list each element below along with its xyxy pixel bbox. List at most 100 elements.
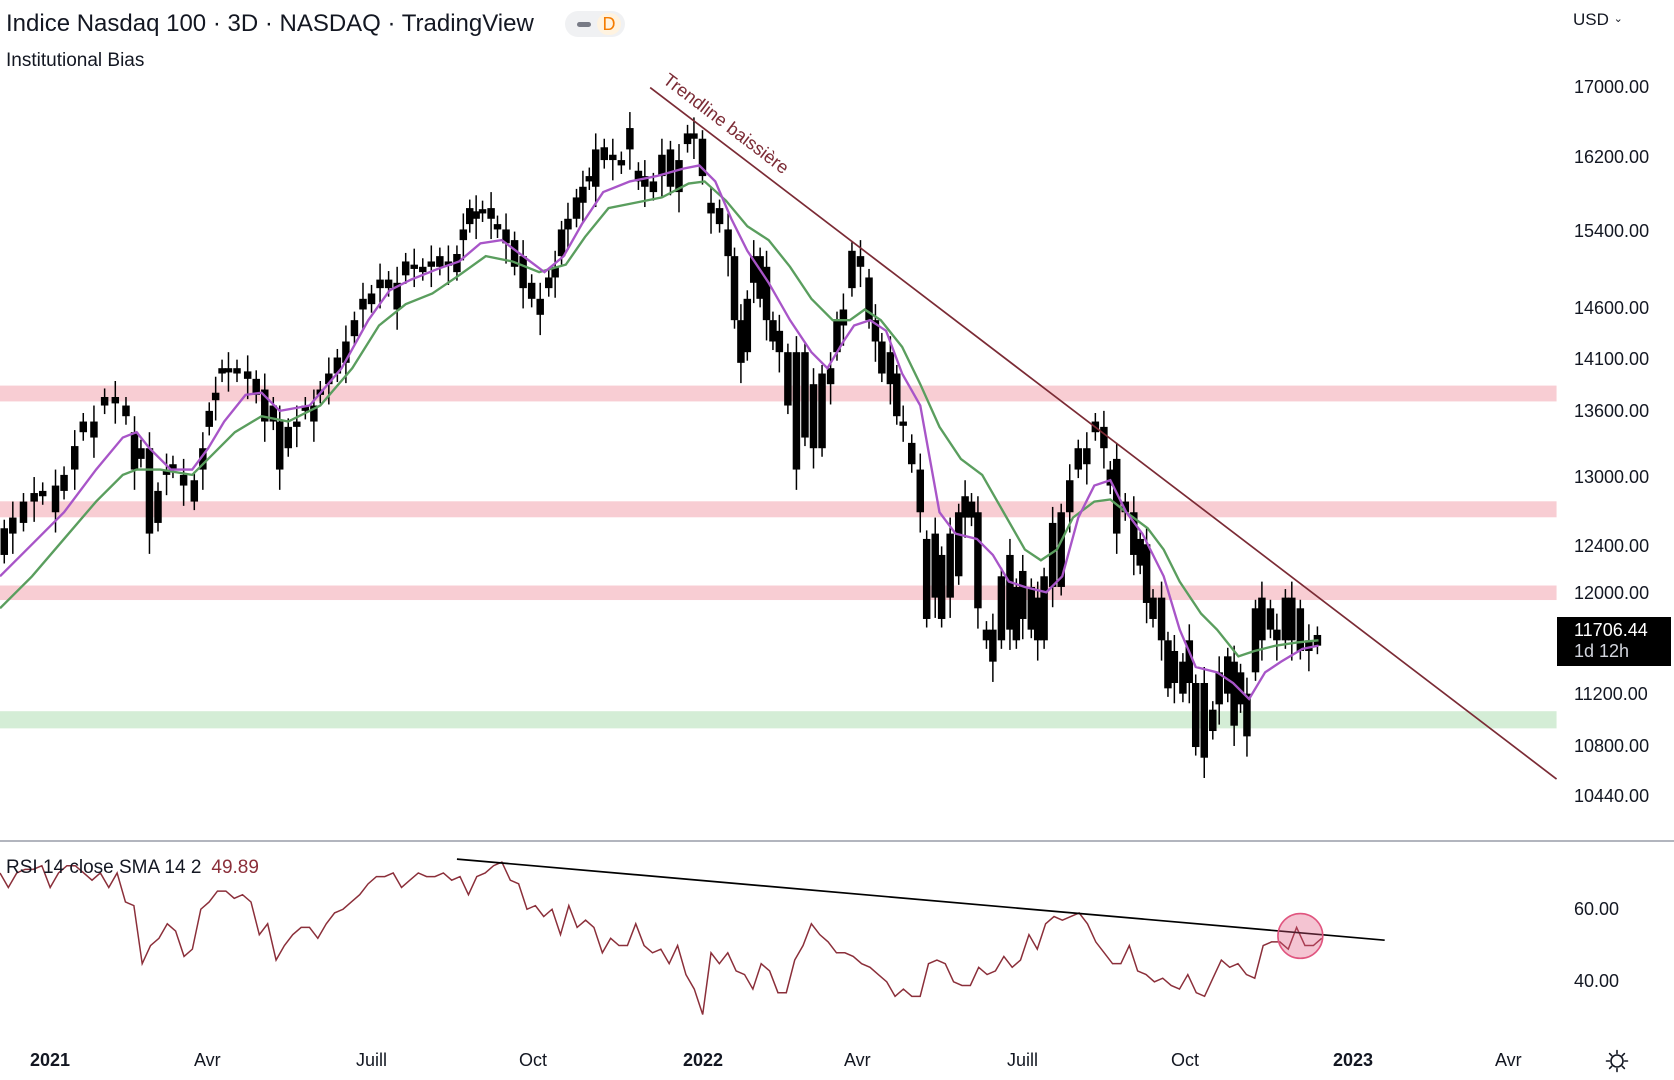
candle[interactable] — [199, 432, 207, 490]
candle[interactable] — [211, 376, 220, 421]
candle[interactable] — [634, 162, 643, 190]
candle[interactable] — [487, 192, 495, 240]
candle[interactable] — [1185, 624, 1194, 704]
candle[interactable] — [545, 268, 553, 297]
candle[interactable] — [1106, 461, 1115, 495]
candle[interactable] — [1149, 589, 1157, 628]
support-zone[interactable] — [0, 711, 1557, 729]
candle[interactable] — [756, 247, 764, 308]
trendline-baissiere[interactable] — [649, 86, 1558, 780]
candle[interactable] — [1121, 493, 1129, 521]
candle[interactable] — [1230, 645, 1238, 746]
candle[interactable] — [641, 160, 649, 208]
candle[interactable] — [301, 396, 310, 420]
candle[interactable] — [169, 455, 177, 479]
candle[interactable] — [899, 405, 907, 442]
candle[interactable] — [60, 466, 68, 500]
candle[interactable] — [886, 336, 895, 405]
candle[interactable] — [179, 458, 188, 506]
candle[interactable] — [585, 167, 594, 190]
candle[interactable] — [579, 170, 587, 224]
candle[interactable] — [333, 348, 342, 383]
candle[interactable] — [1057, 503, 1065, 596]
candle[interactable] — [658, 138, 666, 197]
candle[interactable] — [1100, 410, 1108, 469]
candle[interactable] — [466, 199, 474, 233]
candle[interactable] — [233, 359, 241, 383]
candle[interactable] — [683, 124, 692, 153]
candle[interactable] — [359, 282, 367, 330]
candle[interactable] — [478, 200, 487, 222]
candle[interactable] — [1083, 432, 1091, 485]
candle[interactable] — [1048, 506, 1057, 608]
settings-gear-icon[interactable] — [1605, 1049, 1629, 1073]
candle[interactable] — [724, 213, 732, 277]
rsi-trendline[interactable] — [456, 858, 1385, 942]
candle[interactable] — [666, 140, 675, 196]
candle[interactable] — [617, 151, 626, 174]
candle[interactable] — [1224, 647, 1232, 703]
candle[interactable] — [30, 477, 38, 522]
candle[interactable] — [749, 240, 758, 304]
candle[interactable] — [218, 359, 226, 383]
candle[interactable] — [743, 290, 752, 361]
candle[interactable] — [1130, 496, 1138, 576]
candle[interactable] — [937, 546, 946, 628]
candle[interactable] — [1170, 634, 1179, 704]
candle[interactable] — [410, 248, 418, 288]
candle[interactable] — [762, 250, 771, 341]
candle[interactable] — [626, 112, 634, 170]
candle[interactable] — [1074, 439, 1083, 479]
currency-selector[interactable]: USD ⌄ — [1573, 10, 1623, 30]
candle[interactable] — [946, 517, 954, 618]
candle[interactable] — [916, 453, 925, 533]
candle[interactable] — [38, 482, 47, 505]
candle[interactable] — [675, 144, 683, 213]
rsi-highlight-circle[interactable] — [1277, 912, 1324, 960]
candle[interactable] — [419, 258, 427, 281]
candle[interactable] — [90, 405, 98, 458]
candle[interactable] — [1033, 581, 1042, 661]
candle[interactable] — [190, 471, 199, 511]
candle[interactable] — [1179, 653, 1187, 703]
candle[interactable] — [871, 304, 880, 362]
candle[interactable] — [111, 380, 120, 424]
candle[interactable] — [527, 274, 536, 308]
candle[interactable] — [997, 567, 1006, 649]
candle[interactable] — [269, 396, 278, 431]
candle[interactable] — [707, 186, 715, 234]
candle[interactable] — [1012, 578, 1021, 649]
candle[interactable] — [162, 453, 171, 496]
candle[interactable] — [137, 439, 145, 468]
candle[interactable] — [1191, 674, 1200, 756]
candle[interactable] — [376, 263, 384, 309]
candle[interactable] — [70, 430, 79, 490]
candle[interactable] — [1040, 567, 1048, 649]
candle[interactable] — [1273, 613, 1281, 661]
resistance-zone[interactable] — [0, 385, 1557, 402]
rsi-line[interactable] — [0, 861, 1323, 1015]
candle[interactable] — [310, 389, 318, 442]
candle[interactable] — [472, 195, 480, 240]
candle[interactable] — [974, 496, 982, 629]
candle[interactable] — [1006, 538, 1014, 650]
candle[interactable] — [243, 355, 252, 400]
candle[interactable] — [1200, 666, 1208, 778]
candle[interactable] — [1243, 677, 1251, 757]
candle[interactable] — [536, 282, 544, 336]
candle[interactable] — [730, 247, 739, 329]
candle[interactable] — [784, 343, 792, 415]
candle[interactable] — [1066, 464, 1074, 533]
candle[interactable] — [551, 250, 559, 298]
candle[interactable] — [893, 364, 901, 425]
candle[interactable] — [1251, 599, 1260, 681]
candle[interactable] — [502, 213, 510, 264]
candle[interactable] — [493, 215, 502, 238]
candle[interactable] — [982, 621, 991, 649]
candle[interactable] — [79, 413, 88, 441]
candle[interactable] — [284, 418, 292, 457]
candle[interactable] — [600, 138, 608, 169]
candle[interactable] — [252, 370, 260, 404]
ma-slow-line[interactable] — [0, 180, 1319, 658]
candle[interactable] — [205, 402, 213, 436]
